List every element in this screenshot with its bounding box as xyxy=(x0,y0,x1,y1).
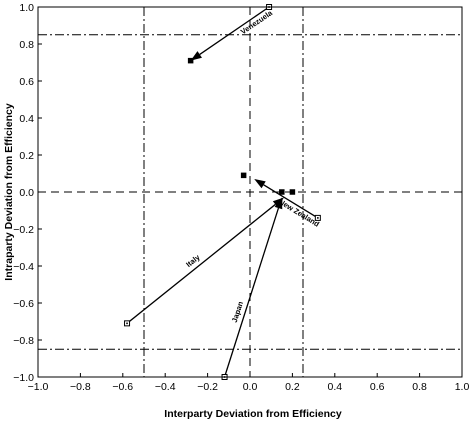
arrow-head xyxy=(254,179,266,189)
x-tick-label: −1.0 xyxy=(28,381,49,393)
filled-square-marker xyxy=(289,189,296,195)
arrow-line xyxy=(126,203,276,324)
x-tick-label: 0.6 xyxy=(370,381,385,393)
filled-square-marker xyxy=(279,189,285,195)
open-square-center xyxy=(126,322,128,325)
y-tick-label: −1.0 xyxy=(13,372,34,384)
x-tick-label: 0.4 xyxy=(327,381,342,393)
y-tick-label: −0.2 xyxy=(13,224,34,236)
y-axis-title: Intraparty Deviation from Efficiency xyxy=(3,103,15,281)
arrow-label-new-zealand: New Zealand xyxy=(277,197,321,229)
y-tick-label: 0.0 xyxy=(19,187,34,199)
y-tick-label: 0.2 xyxy=(19,150,34,162)
open-square-center xyxy=(317,217,319,219)
arrow-series xyxy=(126,6,319,378)
arrow-head xyxy=(274,197,283,210)
y-tick-label: −0.8 xyxy=(13,335,34,347)
y-tick-label: 0.6 xyxy=(19,76,34,88)
x-tick-label: −0.8 xyxy=(70,381,91,393)
arrow-head xyxy=(190,51,202,61)
x-tick-label: 1.0 xyxy=(455,381,470,393)
x-tick-label: 0.2 xyxy=(285,381,300,393)
x-axis-ticks: −1.0 −0.8 −0.6 −0.4 −0.2 0.0 0.2 0.4 0.6 0.8 1.0 xyxy=(28,373,470,393)
x-tick-label: −0.6 xyxy=(112,381,133,393)
y-axis-ticks: 1.0 0.8 0.6 0.4 0.2 0.0 −0.2 −0.4 −0.6 −0.8 −1.0 xyxy=(13,2,42,384)
y-tick-label: 0.4 xyxy=(19,113,34,125)
filled-square-marker xyxy=(240,172,247,179)
arrow-line xyxy=(199,6,270,55)
y-tick-label: −0.4 xyxy=(13,261,34,273)
x-tick-label: −0.2 xyxy=(197,381,218,393)
arrow-line xyxy=(223,207,280,378)
y-tick-label: −0.6 xyxy=(13,298,34,310)
x-tick-label: −0.4 xyxy=(155,381,176,393)
x-tick-label: 0.0 xyxy=(243,381,258,393)
y-tick-label: 1.0 xyxy=(19,2,34,14)
arrow-line xyxy=(263,184,319,219)
arrow-label-italy: Italy xyxy=(184,252,202,269)
y-tick-label: 0.8 xyxy=(19,39,34,51)
x-axis-title: Interparty Deviation from Efficiency xyxy=(164,408,342,420)
reference-lines xyxy=(38,7,462,377)
x-tick-label: 0.8 xyxy=(412,381,427,393)
arrow-label-venezuela: Venezuela xyxy=(239,8,275,36)
filled-square-marker xyxy=(187,57,194,64)
